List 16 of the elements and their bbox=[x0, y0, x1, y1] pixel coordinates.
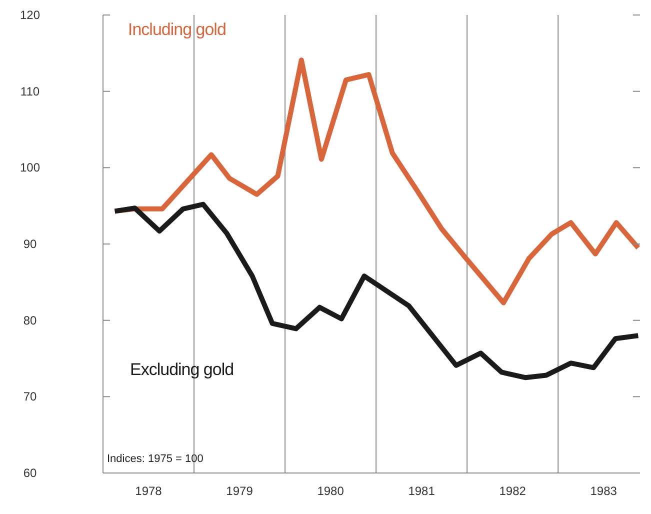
x-tick-label: 1979 bbox=[226, 484, 254, 498]
x-tick-label: 1983 bbox=[590, 484, 618, 498]
y-tick-label: 120 bbox=[20, 8, 40, 22]
y-tick-label: 60 bbox=[23, 466, 37, 480]
y-tick-label: 70 bbox=[23, 390, 37, 404]
x-tick-label: 1978 bbox=[135, 484, 162, 498]
y-tick-label: 90 bbox=[23, 237, 37, 251]
x-tick-label: 1980 bbox=[317, 484, 344, 498]
annotation: Indices: 1975 = 100 bbox=[107, 453, 204, 465]
y-tick-label: 80 bbox=[23, 313, 37, 328]
x-tick-label: 1982 bbox=[499, 484, 526, 498]
text: Including gold bbox=[128, 20, 226, 40]
y-tick-label: 100 bbox=[20, 160, 40, 175]
y-tick-label: 110 bbox=[20, 84, 40, 98]
text: Excluding gold bbox=[130, 360, 234, 380]
x-tick-label: 1981 bbox=[408, 484, 436, 498]
